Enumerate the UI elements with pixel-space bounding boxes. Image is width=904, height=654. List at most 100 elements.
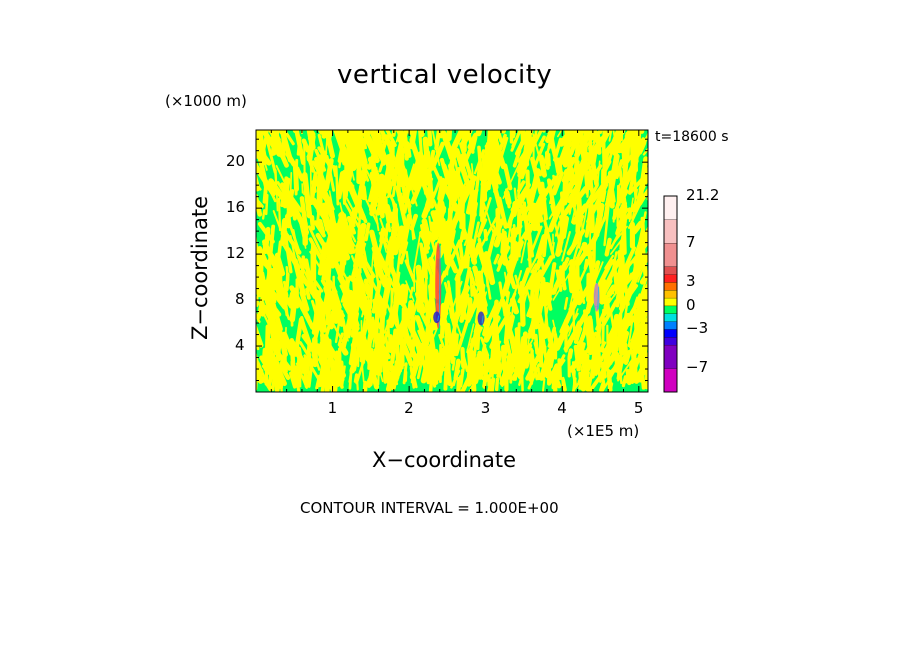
field-streak xyxy=(441,242,459,274)
field-streak xyxy=(536,257,545,271)
field-streak xyxy=(396,130,404,154)
field-streak xyxy=(639,277,648,321)
field-streak xyxy=(441,163,456,195)
field-streak xyxy=(531,175,558,214)
field-streak xyxy=(572,369,576,392)
feature-edge xyxy=(597,286,600,310)
colorbar-swatch xyxy=(664,368,677,392)
field-streak xyxy=(438,222,442,244)
field-streak xyxy=(642,147,648,156)
field-streak xyxy=(421,200,432,219)
field-streak xyxy=(479,216,498,249)
field-streak xyxy=(586,130,611,162)
field-streak xyxy=(642,345,647,365)
field-streak xyxy=(462,281,468,302)
field-streak xyxy=(392,225,405,256)
field-streak xyxy=(458,368,465,388)
field-streak xyxy=(528,130,534,134)
field-streak xyxy=(261,209,266,220)
field-streak xyxy=(279,130,293,163)
field-streak xyxy=(558,130,576,147)
field-streak xyxy=(538,135,546,147)
field-streak xyxy=(285,265,290,281)
field-streak xyxy=(493,130,498,136)
field-streak xyxy=(530,362,535,385)
field-streak xyxy=(315,374,322,390)
field-streak xyxy=(416,304,434,338)
field-streak xyxy=(444,137,450,152)
field-streak xyxy=(428,231,437,255)
field-streak xyxy=(504,284,508,298)
field-streak xyxy=(261,347,267,364)
field-streak xyxy=(490,151,501,176)
field-streak xyxy=(350,232,357,243)
y-axis-label: Z−coordinate xyxy=(188,196,212,340)
field-streak xyxy=(256,335,260,351)
field-streak xyxy=(573,326,583,344)
field-streak xyxy=(493,297,505,320)
field-streak xyxy=(395,130,403,136)
field-streak xyxy=(409,213,418,231)
field-streak xyxy=(354,235,364,253)
field-streak xyxy=(297,167,301,179)
field-streak xyxy=(637,140,647,155)
y-tick-label: 4 xyxy=(235,336,245,355)
field-streak xyxy=(348,158,355,181)
field-streak xyxy=(336,130,343,145)
field-streak xyxy=(449,333,456,359)
field-streak xyxy=(306,154,316,173)
field-streak xyxy=(631,220,644,235)
field-streak xyxy=(426,366,433,383)
field-streak xyxy=(539,307,549,350)
field-streak xyxy=(595,336,601,361)
field-streak xyxy=(405,280,415,302)
field-streak xyxy=(530,263,538,274)
field-streak xyxy=(576,278,595,306)
field-streak xyxy=(544,150,550,170)
field-streak xyxy=(594,131,602,155)
feature-downdraft xyxy=(433,311,441,324)
field-streak xyxy=(360,242,367,256)
x-axis-label: X−coordinate xyxy=(372,448,516,472)
field-streak xyxy=(345,130,352,134)
field-streak xyxy=(629,169,648,194)
field-streak xyxy=(332,307,345,327)
field-streak xyxy=(320,279,345,318)
field-streak xyxy=(338,141,345,169)
field-streak xyxy=(305,287,311,300)
field-streak xyxy=(455,204,469,242)
y-tick-label: 20 xyxy=(226,152,246,171)
x-tick-label: 2 xyxy=(404,399,414,417)
field-streak xyxy=(511,130,517,139)
field-streak xyxy=(495,218,505,234)
x-tick-label: 3 xyxy=(480,399,491,417)
field-streak xyxy=(381,177,397,206)
colorbar-swatch xyxy=(664,321,677,330)
field-streak xyxy=(352,339,358,354)
field-streak xyxy=(456,376,462,392)
field-streak xyxy=(496,130,503,143)
field-streak xyxy=(510,227,517,267)
field-streak xyxy=(339,202,350,242)
field-streak xyxy=(623,272,633,290)
field-streak xyxy=(552,171,564,196)
field-streak xyxy=(357,255,365,269)
y-tick-label: 8 xyxy=(235,290,245,309)
field-streak xyxy=(547,262,557,300)
field-streak xyxy=(590,130,602,150)
field-streak xyxy=(282,177,291,209)
field-streak xyxy=(306,130,316,151)
field-streak xyxy=(395,347,401,376)
field-streak xyxy=(421,218,432,241)
field-streak xyxy=(591,336,597,362)
field-streak xyxy=(371,280,382,314)
field-streak xyxy=(454,159,461,187)
field-streak xyxy=(592,130,598,141)
field-streak xyxy=(425,315,431,335)
field-streak xyxy=(585,376,593,392)
field-streak xyxy=(256,246,263,270)
field-streak xyxy=(339,255,347,274)
colorbar-swatch xyxy=(664,297,677,306)
field-streak xyxy=(477,350,484,375)
field-streak xyxy=(274,171,278,187)
